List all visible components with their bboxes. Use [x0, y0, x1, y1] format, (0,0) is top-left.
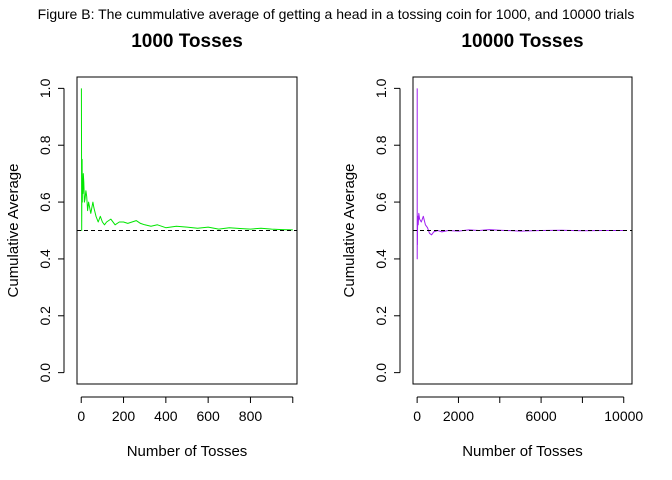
figure-caption: Figure B: The cummulative average of get… — [37, 6, 635, 22]
y-axis-label: Cumulative Average — [341, 164, 358, 298]
y-tick-label: 0.8 — [373, 135, 389, 155]
y-tick-label: 0.4 — [37, 249, 53, 269]
y-tick-label: 1.0 — [37, 78, 53, 98]
x-tick-label: 10000 — [604, 408, 643, 424]
y-tick-label: 0.0 — [373, 363, 389, 383]
x-axis-label: Number of Tosses — [462, 443, 583, 460]
x-tick-label: 0 — [77, 408, 85, 424]
x-axis-label: Number of Tosses — [127, 443, 248, 460]
y-tick-label: 0.8 — [37, 135, 53, 155]
x-tick-label: 2000 — [443, 408, 474, 424]
series-line — [80, 88, 293, 231]
plot-frame — [76, 76, 298, 385]
x-tick-label: 200 — [112, 408, 136, 424]
y-tick-label: 0.0 — [37, 363, 53, 383]
chart-title: 1000 Tosses — [131, 31, 243, 52]
y-tick-label: 0.2 — [373, 306, 389, 326]
y-axis-label: Cumulative Average — [5, 164, 22, 298]
x-tick-label: 800 — [239, 408, 263, 424]
y-tick-label: 1.0 — [373, 78, 389, 98]
x-tick-label: 600 — [196, 408, 220, 424]
x-tick-label: 6000 — [526, 408, 557, 424]
y-tick-label: 0.6 — [37, 192, 53, 212]
x-tick-label: 400 — [154, 408, 178, 424]
series-line — [416, 88, 624, 260]
x-tick-label: 0 — [413, 408, 421, 424]
y-tick-label: 0.2 — [37, 306, 53, 326]
y-tick-label: 0.4 — [373, 249, 389, 269]
chart-title: 10000 Tosses — [461, 31, 583, 52]
y-tick-label: 0.6 — [373, 192, 389, 212]
